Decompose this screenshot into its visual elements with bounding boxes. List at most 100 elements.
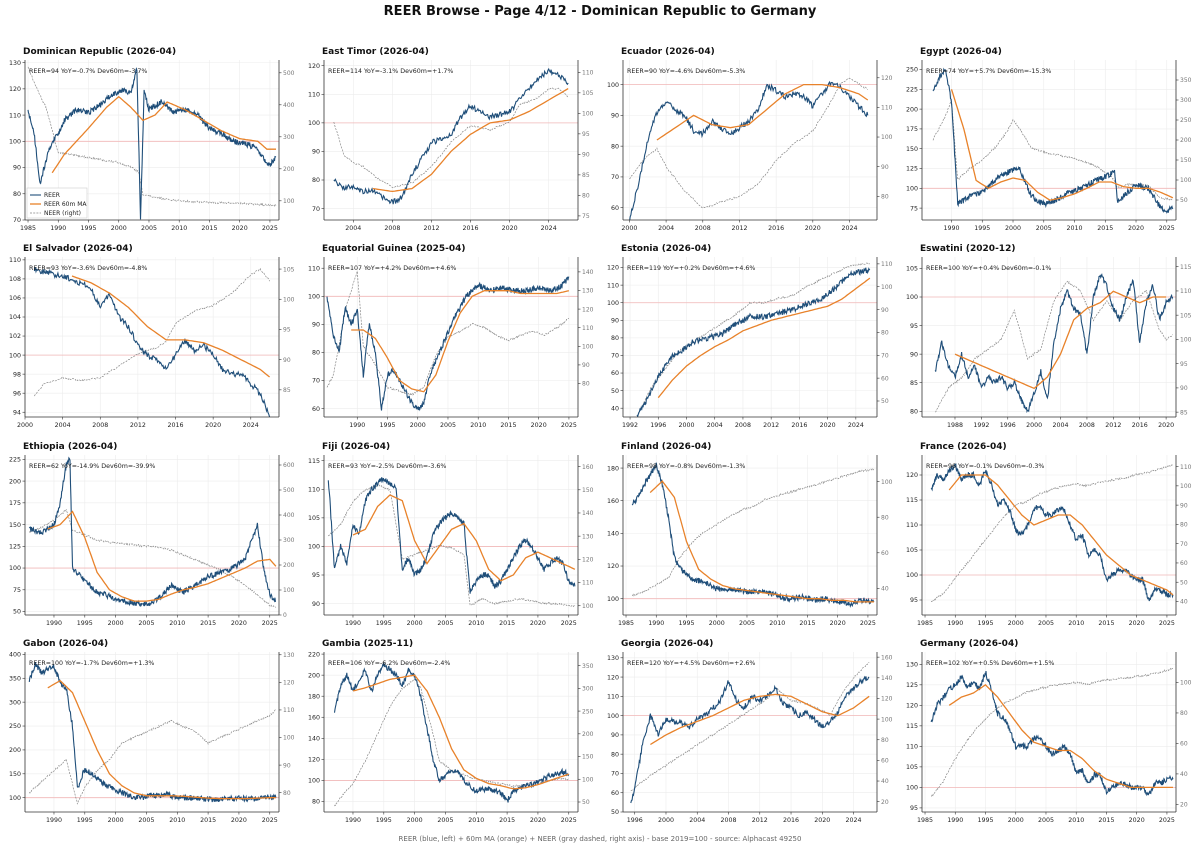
- x-tick-label: 2010: [1068, 620, 1084, 627]
- y-tick-label-right: 50: [881, 398, 889, 405]
- y-tick-label-left: 225: [9, 457, 21, 464]
- x-tick-label: 2025: [1159, 620, 1175, 627]
- y-tick-label-right: 60: [1180, 741, 1188, 748]
- y-tick-label-right: 500: [283, 70, 295, 77]
- y-tick-label-right: 90: [881, 164, 889, 171]
- series-group: [28, 456, 277, 608]
- stats-annotation: REER=94 YoY=-0.7% Dev60m=-3.7%: [29, 68, 147, 75]
- y-tick-label-left: 250: [9, 723, 21, 730]
- y-tick-label-left: 95: [910, 323, 918, 330]
- stats-annotation: REER=90 YoY=-4.6% Dev60m=-5.3%: [627, 68, 745, 75]
- chart-panel: Georgia (2026-04)1996 2000 2004 2008 2012 201…: [607, 639, 893, 824]
- ma-line: [352, 494, 576, 582]
- x-tick-label: 2010: [769, 620, 785, 627]
- y-tick-label-right: 200: [283, 166, 295, 173]
- chart-title: Ethiopia (2026-04): [23, 442, 117, 452]
- y-tick-label-left: 110: [607, 694, 619, 701]
- y-tick-label-right: 100: [582, 111, 594, 118]
- x-tick-label: 2005: [1038, 817, 1054, 824]
- stats-annotation: REER=62 YoY=-14.9% Dev60m=-39.9%: [29, 463, 155, 470]
- x-tick-label: 2004: [55, 422, 71, 429]
- ma-line: [948, 683, 1173, 789]
- y-tick-label-right: 120: [881, 696, 893, 703]
- neer-line: [636, 262, 870, 417]
- y-tick-label-left: 96: [13, 390, 21, 397]
- x-tick-label: 2008: [695, 225, 711, 232]
- stats-annotation: REER=120 YoY=+4.5% Dev60m=+2.6%: [627, 660, 755, 667]
- y-tick-label-left: 200: [9, 478, 21, 485]
- x-tick-label: 2020: [531, 422, 547, 429]
- y-tick-label-right: 400: [283, 512, 295, 519]
- ma-line: [954, 290, 1167, 390]
- x-tick-label: 1990: [648, 620, 664, 627]
- chart-panel: Estonia (2026-04) 1992 1996 2000 2004 2008 201…: [607, 244, 893, 429]
- series-group: [934, 273, 1174, 414]
- x-tick-label: 2016: [768, 225, 784, 232]
- x-tick-label: 1996: [650, 422, 666, 429]
- x-tick-label: 1995: [376, 620, 392, 627]
- y-tick-label-left: 140: [308, 736, 320, 743]
- y-tick-label-right: 300: [283, 537, 295, 544]
- y-tick-label-left: 100: [906, 572, 918, 579]
- y-tick-label-left: 200: [906, 106, 918, 113]
- chart-panel: France (2026-04) 1985 1990 1995 2000 2005 2010…: [906, 442, 1192, 627]
- y-tick-label-left: 100: [9, 795, 21, 802]
- stats-annotation: REER=98 YoY=-0.8% Dev60m=-1.3%: [627, 463, 745, 470]
- chart-title: Finland (2026-04): [621, 442, 711, 452]
- x-tick-label: 2016: [168, 422, 184, 429]
- y-tick-label-left: 125: [906, 682, 918, 689]
- y-tick-label-right: 95: [582, 131, 590, 138]
- y-tick-label-right: 80: [881, 737, 889, 744]
- y-tick-label-left: 50: [611, 809, 619, 816]
- chart-panel: Eswatini (2020-12) 1988 1992 1996 2000 2004 20…: [906, 244, 1192, 429]
- chart-title: Georgia (2026-04): [621, 639, 713, 649]
- x-tick-label: 2024: [243, 422, 259, 429]
- x-tick-label: 2025: [561, 620, 577, 627]
- y-tick-label-right: 115: [1180, 264, 1192, 271]
- y-tick-label-right: 110: [881, 261, 893, 268]
- y-tick-label-left: 225: [906, 87, 918, 94]
- y-tick-label-right: 105: [582, 90, 594, 97]
- y-tick-label-right: 110: [881, 105, 893, 112]
- x-tick-label: 2024: [848, 422, 864, 429]
- y-tick-label-left: 105: [906, 547, 918, 554]
- y-tick-label-left: 110: [308, 486, 320, 493]
- y-tick-label-right: 90: [582, 362, 590, 369]
- y-tick-label-right: 90: [881, 307, 889, 314]
- x-tick-label: 2005: [1038, 620, 1054, 627]
- reer-line: [333, 662, 570, 803]
- y-tick-label-right: 100: [1180, 337, 1192, 344]
- y-tick-label-right: 110: [582, 580, 594, 587]
- y-tick-label-left: 350: [9, 675, 21, 682]
- ma-line: [950, 89, 1174, 201]
- y-tick-label-right: 400: [283, 102, 295, 109]
- y-tick-label-left: 400: [9, 652, 21, 659]
- y-tick-label-right: 110: [1180, 464, 1192, 471]
- y-tick-label-left: 150: [9, 771, 21, 778]
- x-tick-label: 2015: [499, 620, 515, 627]
- x-tick-label: 2015: [201, 225, 217, 232]
- series-group: [932, 67, 1174, 214]
- y-tick-label-right: 100: [1180, 680, 1192, 687]
- y-tick-label-right: 90: [582, 152, 590, 159]
- y-tick-label-left: 90: [312, 322, 320, 329]
- neer-line: [629, 77, 868, 209]
- x-tick-label: 2020: [1129, 817, 1145, 824]
- y-tick-label-left: 50: [611, 388, 619, 395]
- x-tick-label: 2008: [92, 422, 108, 429]
- x-tick-label: 1995: [977, 817, 993, 824]
- y-tick-label-left: 175: [906, 126, 918, 133]
- stats-annotation: REER=106 YoY=-6.2% Dev60m=-2.4%: [328, 660, 450, 667]
- y-tick-label-right: 40: [1180, 771, 1188, 778]
- x-tick-label: 2016: [1132, 422, 1148, 429]
- ma-line: [71, 275, 271, 378]
- y-tick-label-left: 80: [312, 799, 320, 806]
- x-tick-label: 2000: [678, 422, 694, 429]
- reer-line: [326, 276, 570, 412]
- y-tick-label-left: 60: [611, 205, 619, 212]
- chart-panel: Fiji (2026-04) 1990 1995 2000 2005 2010 2015 20…: [308, 442, 594, 627]
- chart-title: Ecuador (2026-04): [621, 47, 715, 57]
- y-tick-label-left: 120: [607, 674, 619, 681]
- x-tick-label: 2020: [814, 817, 830, 824]
- y-tick-label-left: 175: [9, 500, 21, 507]
